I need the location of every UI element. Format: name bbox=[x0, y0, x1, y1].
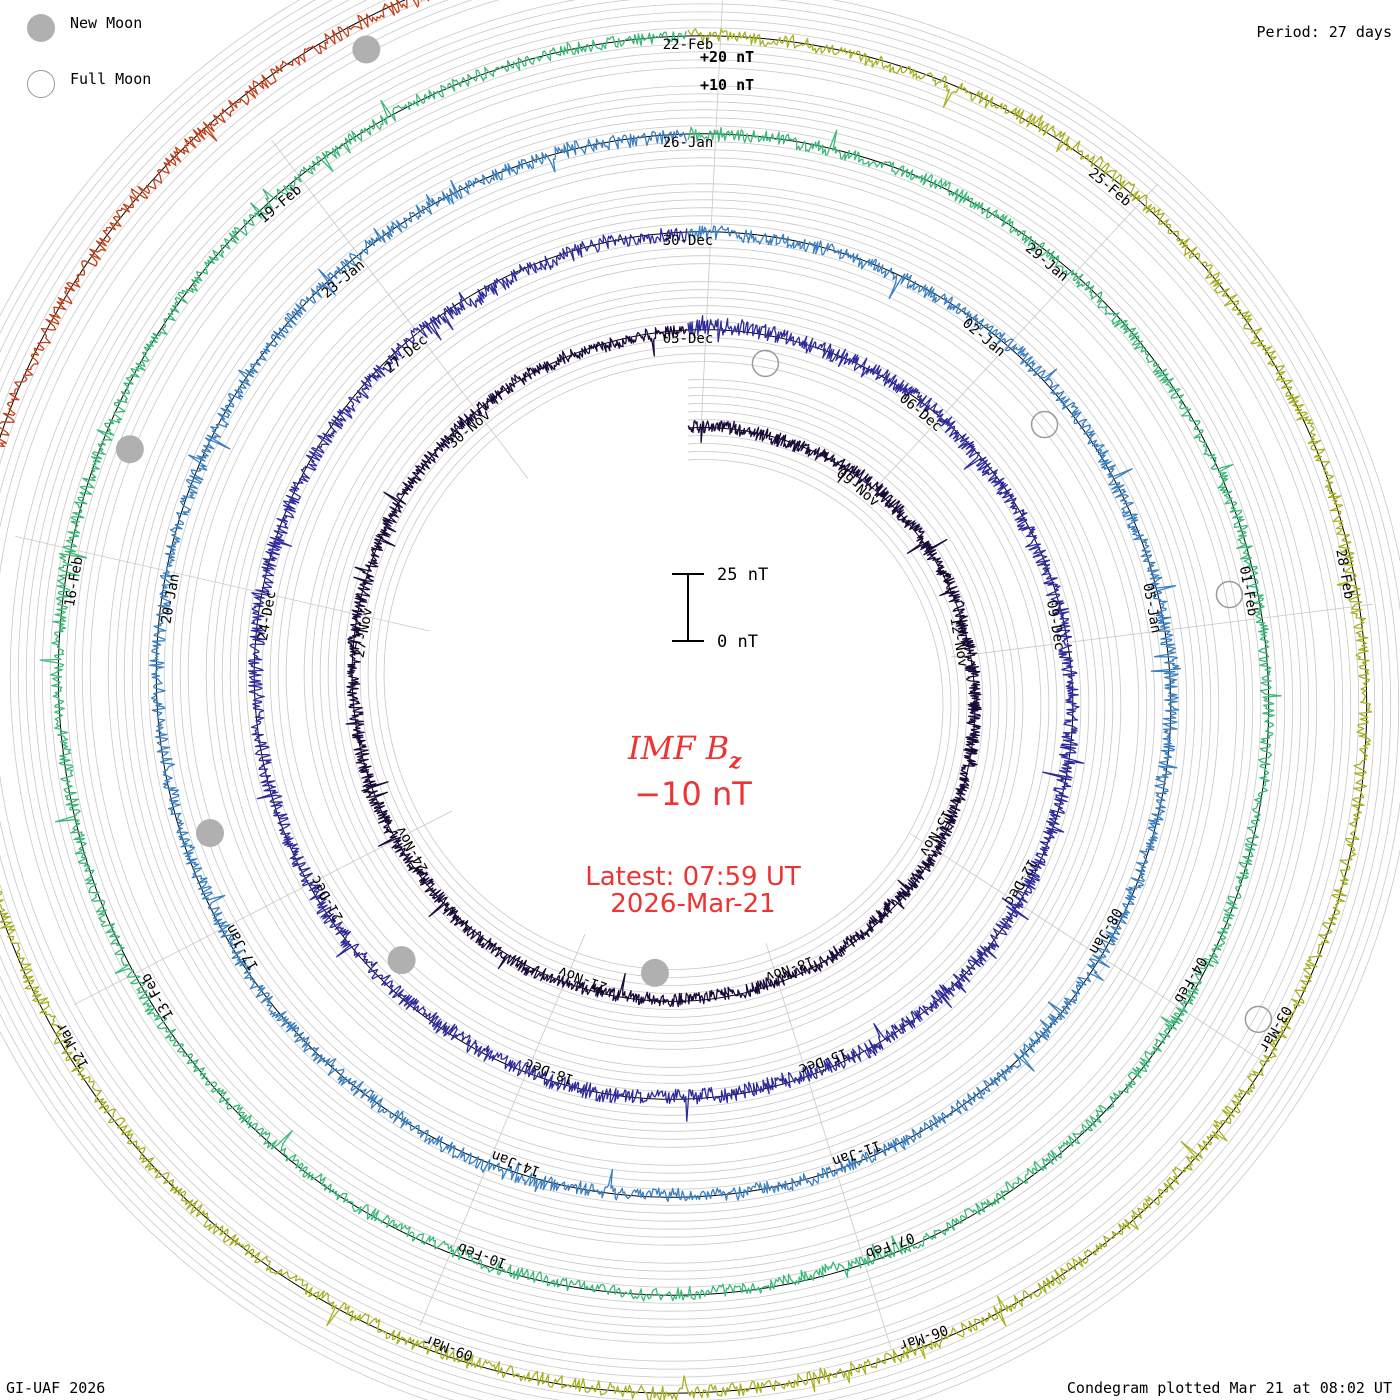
full-moon-marker bbox=[1244, 1005, 1273, 1034]
ref-label-plus20: +20 nT bbox=[700, 48, 754, 66]
new-moon-marker bbox=[352, 35, 381, 64]
scale-top-label: 25 nT bbox=[717, 565, 768, 585]
scale-bottom-label: 0 nT bbox=[717, 632, 758, 652]
spoke-line bbox=[73, 810, 453, 1006]
spoke-line bbox=[765, 943, 892, 1350]
bz-series-2 bbox=[247, 227, 1085, 1122]
date-tick-label: 11-Jan bbox=[830, 1137, 883, 1169]
date-tick-label: 07-Feb bbox=[863, 1229, 916, 1261]
latest-date: 2026-Mar-21 bbox=[610, 889, 775, 919]
date-tick-label: 03-Dec bbox=[663, 331, 714, 347]
date-tick-label: 22-Feb bbox=[663, 37, 714, 53]
new-moon-legend-icon bbox=[27, 14, 55, 42]
bz-series-5 bbox=[0, 28, 1373, 1400]
date-tick-label: 09-Dec bbox=[1043, 599, 1068, 652]
full-moon-marker bbox=[751, 349, 780, 378]
new-moon-marker bbox=[195, 819, 224, 848]
bz-series-1 bbox=[345, 325, 982, 1008]
grid-spiral bbox=[0, 0, 1336, 1362]
center-title: IMF Bz −10 nT Latest: 07:59 UT 2026-Mar-… bbox=[585, 729, 801, 919]
period-label: Period: 27 days bbox=[1256, 23, 1392, 41]
threshold-label: −10 nT bbox=[634, 775, 752, 813]
new-moon-legend-label: New Moon bbox=[70, 14, 143, 32]
latest-time: Latest: 07:59 UT bbox=[585, 862, 801, 892]
full-moon-marker bbox=[1030, 410, 1059, 439]
date-tick-label: 13-Feb bbox=[138, 970, 177, 1022]
full-moon-legend-icon bbox=[27, 70, 55, 98]
new-moon-marker bbox=[115, 435, 144, 464]
grid-spiral bbox=[0, 0, 1344, 1370]
bz-series-3 bbox=[148, 129, 1182, 1203]
full-moon-marker bbox=[1215, 580, 1244, 609]
moon-markers bbox=[115, 35, 1273, 1034]
spoke-line bbox=[700, 0, 723, 426]
credit-label: GI-UAF 2026 bbox=[6, 1379, 106, 1397]
grid-spiral bbox=[0, 0, 1352, 1378]
date-tick-label: 26-Jan bbox=[663, 135, 714, 151]
full-moon-legend-label: Full Moon bbox=[70, 70, 152, 88]
center-title-subscript: z bbox=[728, 748, 742, 773]
date-tick-label: 28-Feb bbox=[1332, 548, 1357, 601]
grid-spiral bbox=[0, 0, 1360, 1386]
spoke-line bbox=[271, 139, 529, 479]
spoke-line bbox=[910, 833, 1268, 1065]
ref-label-plus10: +10 nT bbox=[700, 76, 754, 94]
date-tick-label: 30-Dec bbox=[663, 233, 714, 249]
date-tick-label: 18-Nov bbox=[763, 952, 816, 984]
new-moon-marker bbox=[640, 958, 669, 987]
spoke-line bbox=[419, 934, 586, 1326]
scale-bar: 25 nT 0 nT bbox=[672, 565, 768, 652]
svg-text:IMF Bz: IMF Bz bbox=[627, 729, 742, 773]
date-tick-label: 12-Mar bbox=[53, 1019, 92, 1071]
new-moon-marker bbox=[387, 946, 416, 975]
date-tick-label: 20-Jan bbox=[158, 573, 183, 626]
center-title-text: IMF B bbox=[627, 729, 729, 767]
plotted-timestamp: Condegram plotted Mar 21 at 08:02 UT bbox=[1066, 1379, 1392, 1397]
bz-series-6 bbox=[0, 0, 430, 448]
bz-series-4 bbox=[39, 31, 1282, 1302]
date-tick-label: 12-Nov bbox=[946, 616, 971, 669]
